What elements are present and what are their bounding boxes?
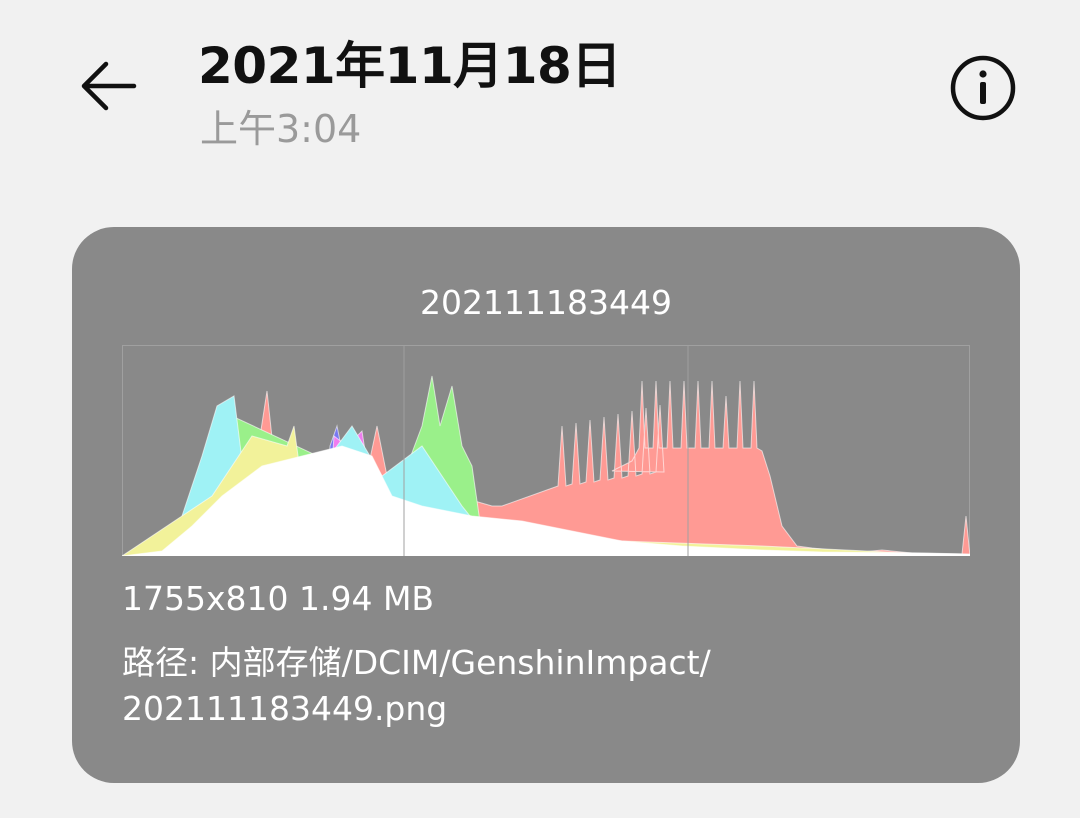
histogram-white-layer bbox=[122, 445, 970, 556]
page-title: 2021年11月18日 bbox=[198, 37, 621, 95]
file-name: 202111183449 bbox=[420, 283, 672, 322]
dimensions-size: 1755x810 1.94 MB bbox=[122, 579, 435, 618]
file-path-line2: 202111183449.png bbox=[122, 689, 448, 728]
back-arrow-icon[interactable] bbox=[76, 56, 140, 116]
image-details-card: 202111183449 1755x810 1.94 MB 路径: 内部存储/D… bbox=[72, 227, 1020, 783]
info-icon[interactable] bbox=[949, 54, 1017, 122]
file-path-line1: 路径: 内部存储/DCIM/GenshinImpact/ bbox=[122, 643, 711, 682]
histogram bbox=[122, 345, 970, 556]
page-subtitle-time: 上午3:04 bbox=[200, 107, 362, 151]
